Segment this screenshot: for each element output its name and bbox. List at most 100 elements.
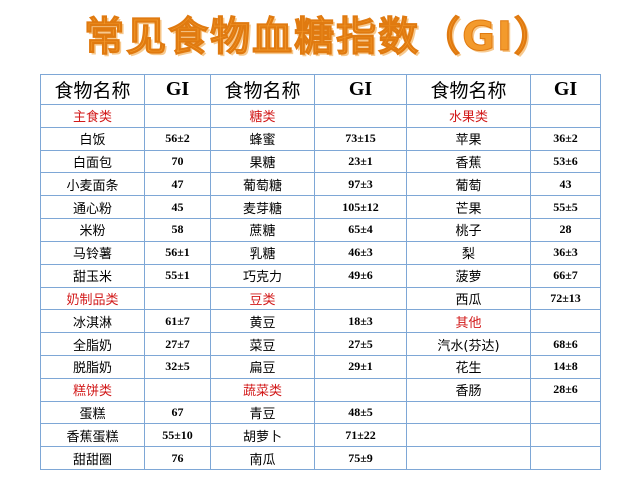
gi-value-cell: [314, 377, 407, 402]
column-header-gi: GI: [314, 74, 407, 105]
gi-value-cell: 46±3: [314, 240, 407, 265]
table-row: 马铃薯 56±1 乳糖 46±3 梨 36±3: [40, 240, 601, 265]
table-row: 主食类 糖类 水果类: [40, 104, 601, 128]
table-row: 冰淇淋 61±7 黄豆 18±3 其他: [40, 309, 601, 334]
gi-value-cell: 68±6: [530, 332, 601, 356]
category-label: 蔬菜类: [210, 377, 315, 402]
gi-value-cell: 97±3: [314, 172, 407, 197]
gi-value-cell: 65±4: [314, 218, 407, 242]
gi-value-cell: [314, 104, 407, 128]
food-name-cell: 米粉: [40, 218, 145, 242]
gi-value-cell: 56±2: [144, 126, 211, 151]
table-row: 糕饼类 蔬菜类 香肠 28±6: [40, 377, 601, 402]
table-row: 通心粉 45 麦芽糖 105±12 芒果 55±5: [40, 195, 601, 220]
gi-value-cell: 45: [144, 195, 211, 220]
gi-value-cell: 27±5: [314, 332, 407, 356]
food-name-cell: 花生: [406, 354, 531, 379]
gi-value-cell: 76: [144, 446, 211, 470]
table-row: 白饭 56±2 蜂蜜 73±15 苹果 36±2: [40, 126, 601, 151]
food-name-cell: 南瓜: [210, 446, 315, 470]
gi-value-cell: [530, 423, 601, 448]
category-label: 水果类: [406, 104, 531, 128]
gi-value-cell: [314, 286, 407, 311]
food-name-cell: 乳糖: [210, 240, 315, 265]
category-label: 糖类: [210, 104, 315, 128]
page-title: 常见食物血糖指数（GI）: [40, 8, 600, 66]
gi-value-cell: 28: [530, 218, 601, 242]
food-name-cell: 果糖: [210, 149, 315, 174]
food-name-cell: 葡萄: [406, 172, 531, 197]
table-row: 甜甜圈 76 南瓜 75±9: [40, 446, 601, 470]
column-header-food-name: 食物名称: [210, 74, 315, 105]
gi-value-cell: 56±1: [144, 240, 211, 265]
food-name-cell: 西瓜: [406, 286, 531, 311]
gi-value-cell: 28±6: [530, 377, 601, 402]
gi-value-cell: 61±7: [144, 309, 211, 334]
gi-value-cell: 55±10: [144, 423, 211, 448]
table-row: 全脂奶 27±7 菜豆 27±5 汽水(芬达) 68±6: [40, 332, 601, 356]
food-name-cell: 脱脂奶: [40, 354, 145, 379]
gi-value-cell: [530, 446, 601, 470]
gi-value-cell: 18±3: [314, 309, 407, 334]
food-name-cell: 苹果: [406, 126, 531, 151]
category-label: 奶制品类: [40, 286, 145, 311]
table-header-row: 食物名称 GI 食物名称 GI 食物名称 GI: [40, 74, 601, 105]
gi-value-cell: 53±6: [530, 149, 601, 174]
food-name-cell: 桃子: [406, 218, 531, 242]
gi-value-cell: 36±3: [530, 240, 601, 265]
category-label: 豆类: [210, 286, 315, 311]
food-name-cell: 梨: [406, 240, 531, 265]
food-name-cell: 白饭: [40, 126, 145, 151]
food-name-cell: 冰淇淋: [40, 309, 145, 334]
food-name-cell: 巧克力: [210, 263, 315, 288]
food-name-cell: 麦芽糖: [210, 195, 315, 220]
food-name-cell: 小麦面条: [40, 172, 145, 197]
gi-value-cell: [144, 104, 211, 128]
food-name-cell: 蜂蜜: [210, 126, 315, 151]
table-row: 白面包 70 果糖 23±1 香蕉 53±6: [40, 149, 601, 174]
gi-value-cell: 32±5: [144, 354, 211, 379]
gi-value-cell: 75±9: [314, 446, 407, 470]
gi-value-cell: 36±2: [530, 126, 601, 151]
food-name-cell: 香肠: [406, 377, 531, 402]
table-body: 主食类 糖类 水果类 白饭 56±2 蜂蜜 73±15 苹果 36±2 白面包 70 果糖 23±1 香蕉…: [40, 104, 601, 470]
category-label: 其他: [406, 309, 531, 334]
food-name-cell: 青豆: [210, 400, 315, 425]
gi-value-cell: 47: [144, 172, 211, 197]
gi-value-cell: 14±8: [530, 354, 601, 379]
food-name-cell: 胡萝卜: [210, 423, 315, 448]
gi-value-cell: [144, 377, 211, 402]
table-row: 蛋糕 67 青豆 48±5: [40, 400, 601, 425]
gi-value-cell: 55±5: [530, 195, 601, 220]
food-name-cell: 马铃薯: [40, 240, 145, 265]
gi-value-cell: [530, 104, 601, 128]
food-name-cell: 蔗糖: [210, 218, 315, 242]
table-row: 小麦面条 47 葡萄糖 97±3 葡萄 43: [40, 172, 601, 197]
gi-value-cell: 27±7: [144, 332, 211, 356]
gi-table: 食物名称 GI 食物名称 GI 食物名称 GI 主食类 糖类 水果类 白饭 56±2 蜂蜜…: [40, 74, 601, 470]
gi-value-cell: 43: [530, 172, 601, 197]
food-name-cell: 香蕉蛋糕: [40, 423, 145, 448]
gi-value-cell: [530, 400, 601, 425]
food-name-cell: 白面包: [40, 149, 145, 174]
food-name-cell: 汽水(芬达): [406, 332, 531, 356]
column-header-food-name: 食物名称: [406, 74, 531, 105]
gi-value-cell: 105±12: [314, 195, 407, 220]
gi-value-cell: 23±1: [314, 149, 407, 174]
table-row: 米粉 58 蔗糖 65±4 桃子 28: [40, 218, 601, 242]
column-header-food-name: 食物名称: [40, 74, 145, 105]
gi-value-cell: [530, 309, 601, 334]
gi-value-cell: 67: [144, 400, 211, 425]
column-header-gi: GI: [530, 74, 601, 105]
food-name-cell: 葡萄糖: [210, 172, 315, 197]
food-name-cell: 甜玉米: [40, 263, 145, 288]
food-name-cell: 全脂奶: [40, 332, 145, 356]
column-header-gi: GI: [144, 74, 211, 105]
gi-value-cell: 29±1: [314, 354, 407, 379]
food-name-cell: 蛋糕: [40, 400, 145, 425]
gi-value-cell: 73±15: [314, 126, 407, 151]
gi-value-cell: 72±13: [530, 286, 601, 311]
gi-value-cell: 48±5: [314, 400, 407, 425]
food-name-cell: [406, 423, 531, 448]
gi-value-cell: 70: [144, 149, 211, 174]
